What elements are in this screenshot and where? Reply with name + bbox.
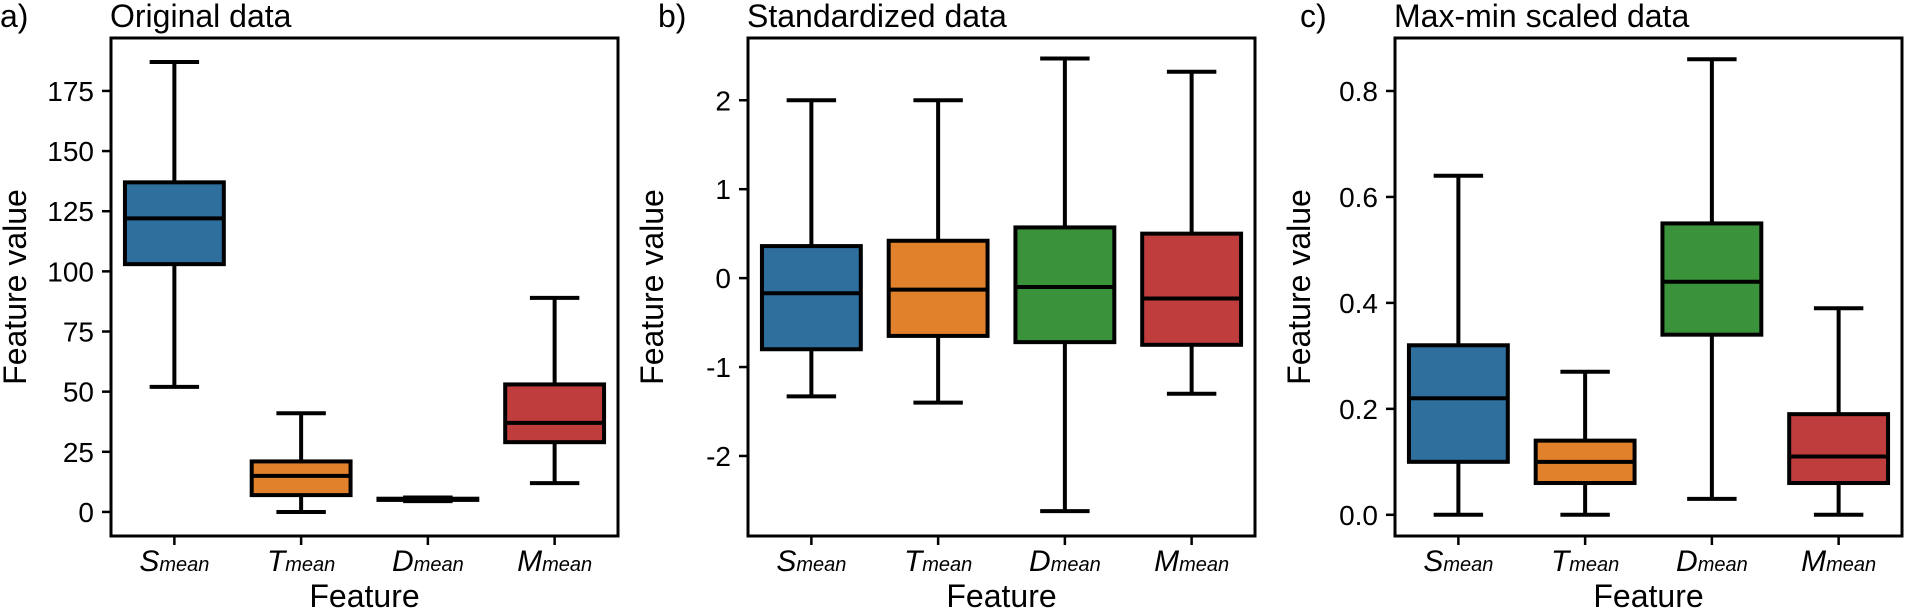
iqr-box <box>1406 343 1510 464</box>
iqr-box <box>1013 225 1117 345</box>
iqr-box <box>122 180 226 267</box>
x-axis-label: Feature <box>309 578 419 611</box>
iqr-box <box>503 382 607 445</box>
y-tick-label: -2 <box>706 441 731 472</box>
box-s-mean <box>122 60 226 389</box>
panel-title: Original data <box>110 0 292 34</box>
y-axis-label: Feature value <box>1281 189 1317 385</box>
iqr-box <box>249 459 353 498</box>
axes-frame <box>746 36 1257 538</box>
x-tick-label: Dmean <box>1029 545 1101 578</box>
box-d-mean <box>1013 56 1117 514</box>
x-tick-label: Smean <box>1423 545 1493 578</box>
y-tick-label: 0 <box>715 263 731 294</box>
x-tick-label: Tmean <box>904 545 972 578</box>
x-tick-label: Mmean <box>517 545 592 578</box>
box-m-mean <box>503 295 607 486</box>
y-tick-label: 150 <box>47 136 94 167</box>
box-t-mean <box>1533 369 1637 517</box>
x-tick-label: Smean <box>776 545 846 578</box>
panel-label: b) <box>658 0 686 34</box>
y-tick-label: 0.8 <box>1339 76 1378 107</box>
y-axis-label: Feature value <box>0 189 33 385</box>
box-d-mean <box>376 495 480 504</box>
y-tick-label: 0.0 <box>1339 500 1378 531</box>
y-tick-label: 175 <box>47 76 94 107</box>
x-tick-label: Mmean <box>1801 545 1876 578</box>
box-s-mean <box>759 98 863 399</box>
x-tick-label: Dmean <box>1676 545 1748 578</box>
x-tick-label: Smean <box>139 545 209 578</box>
x-tick-label: Tmean <box>1551 545 1619 578</box>
y-tick-label: 0.6 <box>1339 182 1378 213</box>
y-tick-label: 0.4 <box>1339 288 1378 319</box>
panel-label: c) <box>1300 0 1327 34</box>
x-tick-label: Mmean <box>1154 545 1229 578</box>
y-tick-label: -1 <box>706 352 731 383</box>
iqr-box <box>1787 412 1891 486</box>
panel-title: Max-min scaled data <box>1394 0 1689 34</box>
chart-panel-1: a) Original data 0 25 50 75 100 125 150 175 Smean T… <box>0 0 620 614</box>
box-m-mean <box>1140 69 1244 396</box>
x-tick-label: Tmean <box>267 545 335 578</box>
iqr-box <box>759 244 863 352</box>
y-tick-label: 0 <box>78 497 94 528</box>
box-t-mean <box>886 98 990 405</box>
x-axis-label: Feature <box>1593 578 1703 611</box>
y-tick-label: 100 <box>47 256 94 287</box>
x-axis-label: Feature <box>946 578 1056 611</box>
y-axis-label: Feature value <box>634 189 670 385</box>
chart-panel-3: c) Max-min scaled data 0.0 0.2 0.4 0.6 0.8 Smea… <box>1281 0 1904 614</box>
box-m-mean <box>1787 306 1891 517</box>
axes-frame <box>109 36 620 538</box>
iqr-box <box>1140 231 1244 347</box>
panel-label: a) <box>0 0 28 34</box>
y-tick-label: 75 <box>63 317 94 348</box>
iqr-box <box>1660 221 1764 337</box>
x-tick-label: Dmean <box>392 545 464 578</box>
y-tick-label: 25 <box>63 437 94 468</box>
panel-title: Standardized data <box>747 0 1007 34</box>
y-tick-label: 0.2 <box>1339 394 1378 425</box>
y-tick-label: 2 <box>715 85 731 116</box>
box-t-mean <box>249 411 353 514</box>
y-tick-label: 1 <box>715 174 731 205</box>
chart-panel-2: b) Standardized data -2 -1 0 1 2 Smean Tmean Dmea… <box>634 0 1257 614</box>
axes-frame <box>1393 36 1904 538</box>
box-d-mean <box>1660 57 1764 501</box>
box-s-mean <box>1406 173 1510 517</box>
y-tick-label: 125 <box>47 196 94 227</box>
y-tick-label: 50 <box>63 377 94 408</box>
